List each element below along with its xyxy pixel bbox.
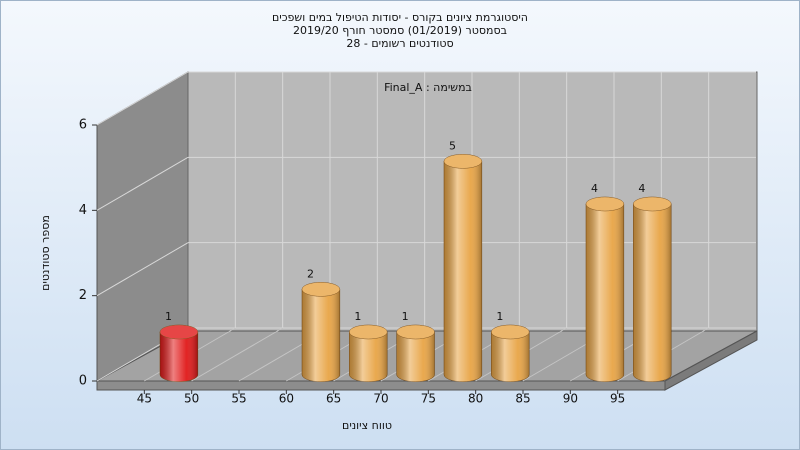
bar-group: 1 [491,310,530,382]
y-tick-label: 6 [79,118,87,133]
bar-top [396,324,435,340]
x-tick-label: 70 [373,392,388,406]
x-tick-label: 65 [326,392,341,406]
bar-top [443,154,483,169]
bar-shade [443,161,482,382]
y-tick-label: 4 [79,203,87,218]
bar-top-shade [443,154,482,169]
value-label: 1 [165,310,172,323]
value-label: 4 [591,182,598,195]
value-label: 1 [402,310,409,323]
grid-line [96,71,189,126]
x-axis-label: טווח ציונים [342,419,392,432]
bar-top [349,324,388,340]
bar-shade [585,203,624,382]
bar-top [585,196,625,212]
bars: 1 2 1 1 5 1 4 4 [159,139,672,382]
grid-line [96,242,189,297]
bar-group: 5 [443,139,483,382]
value-label: 5 [449,139,456,152]
bar-shade [396,331,435,382]
x-tick-label: 50 [184,392,199,406]
bar-shade [633,203,672,382]
title-line: היסטוגרמת ציונים בקורס - יסודות הטיפול ב… [272,11,528,24]
bar-top [301,282,341,297]
value-label: 1 [496,310,503,323]
bar-top-shade [349,324,388,339]
bar-shade [491,331,530,382]
title-line: סטודנטים רשומים - 28 [346,37,453,50]
y-tick-label: 2 [79,288,87,303]
bar-group: 2 [301,267,341,382]
x-tick-label: 75 [421,392,436,406]
x-tick-label: 60 [279,392,294,406]
bar-group: 1 [349,310,388,382]
y-tick-label: 0 [79,374,87,389]
x-tick-label: 55 [231,392,246,406]
bar-group: 4 [585,182,625,382]
bar-top-shade [491,324,530,339]
bar-shade [301,289,340,382]
title-line: בסמסטר (01/2019) סמסטר חורף 2019/20 [293,24,507,37]
bar-top-shade [159,324,198,339]
value-label: 2 [307,267,314,280]
grid-line [191,327,283,382]
bar-top-shade [633,196,672,211]
x-tick-label: 90 [563,392,578,406]
bar-top-shade [585,196,624,211]
x-tick-label: 85 [515,392,530,406]
bar-top [159,324,199,340]
x-tick-label: 95 [610,392,625,406]
grid-line [96,156,189,211]
y-axis-label: מספר סטודנטים [39,215,52,291]
bar-shade [159,331,198,382]
bar-top [633,196,672,212]
bar-group: 1 [159,310,199,382]
x-tick-label: 45 [137,392,152,406]
bar-top [491,324,530,340]
bar-top-shade [396,324,435,339]
value-label: 1 [354,310,361,323]
value-label: 4 [638,182,645,195]
bar-group: 4 [633,182,672,382]
bar-top-shade [301,282,340,297]
bar-group: 1 [396,310,435,382]
bar-shade [349,331,388,382]
title: היסטוגרמת ציונים בקורס - יסודות הטיפול ב… [272,11,528,50]
floor-front [96,380,666,391]
x-tick-label: 80 [468,392,483,406]
annotation: במשימה : Final_A [384,81,472,94]
